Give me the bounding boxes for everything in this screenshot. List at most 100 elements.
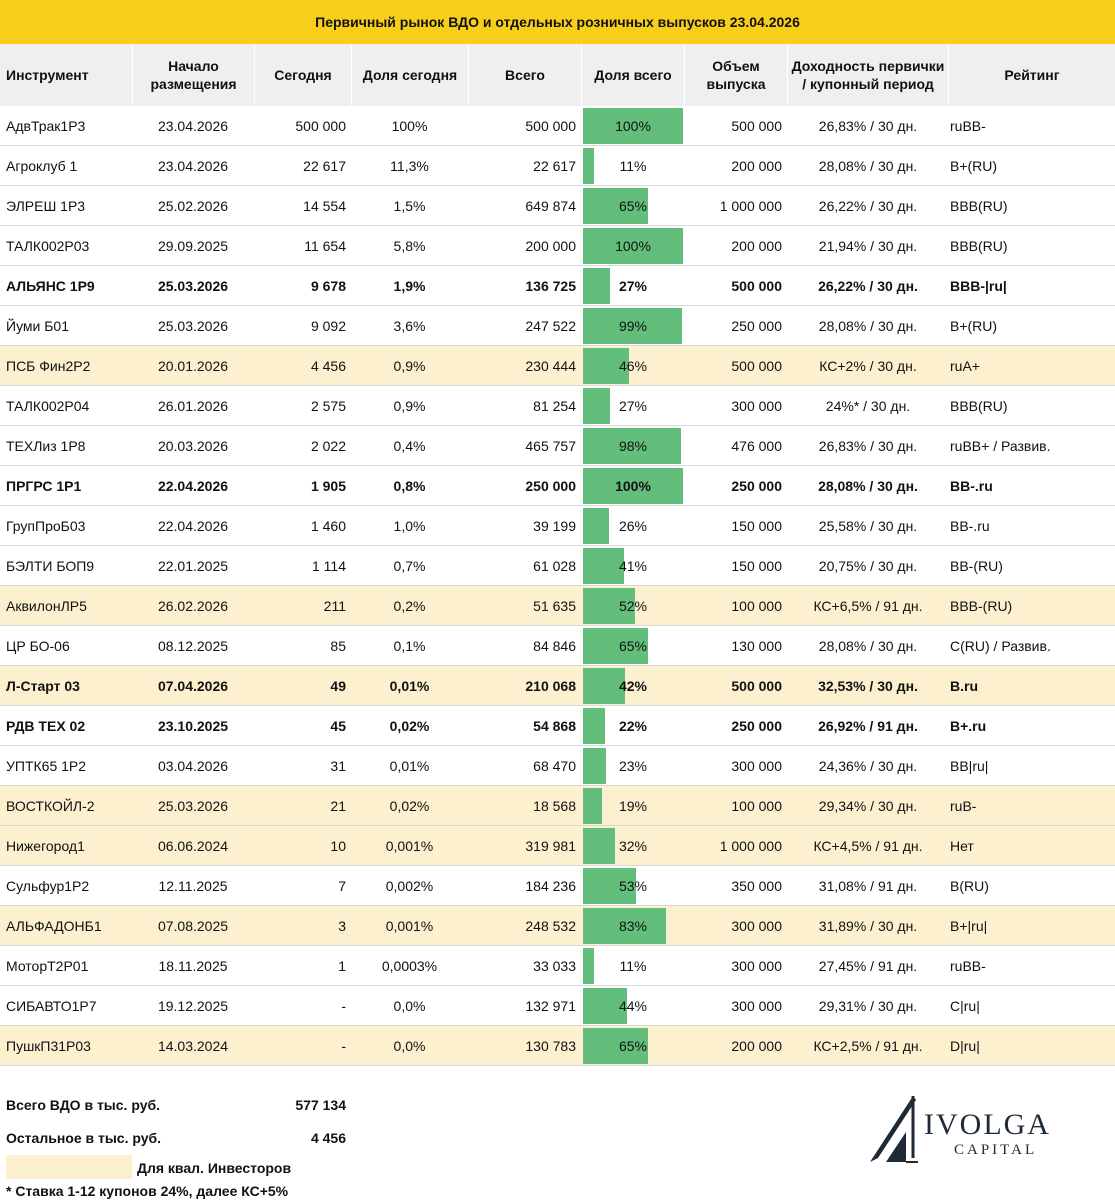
- cell-yield: 20,75% / 30 дн.: [818, 557, 918, 574]
- cell-rating: BB-.ru: [950, 517, 990, 534]
- share-total-bar: [583, 428, 681, 464]
- cell-rating: ruBB-: [950, 117, 986, 134]
- cell-share-total: 46%: [618, 357, 648, 374]
- cell-yield: 31,08% / 91 дн.: [818, 877, 918, 894]
- cell-start-date: 23.04.2026: [157, 157, 229, 174]
- cell-total: 33 033: [533, 957, 576, 974]
- header-separator: [948, 44, 949, 106]
- cell-instrument: УПТК65 1Р2: [6, 757, 87, 774]
- table-row: БЭЛТИ БОП9 22.01.2025 1 114 0,7% 61 028 41% 15…: [0, 546, 1115, 586]
- cell-yield: 28,08% / 30 дн.: [818, 317, 918, 334]
- cell-yield: КС+2,5% / 91 дн.: [813, 1037, 923, 1054]
- cell-volume: 350 000: [731, 877, 782, 894]
- cell-share-today: 100%: [391, 117, 428, 134]
- cell-instrument: БЭЛТИ БОП9: [6, 557, 95, 574]
- table-row: ТЕХЛиз 1Р8 20.03.2026 2 022 0,4% 465 757 98% 4…: [0, 426, 1115, 466]
- cell-volume: 250 000: [731, 477, 782, 494]
- cell-instrument: ТАЛК002Р03: [6, 237, 90, 254]
- cell-share-total: 65%: [618, 1037, 648, 1054]
- table-row: ПРГРС 1Р1 22.04.2026 1 905 0,8% 250 000 100% 2…: [0, 466, 1115, 506]
- cell-volume: 500 000: [731, 277, 782, 294]
- cell-total: 230 444: [525, 357, 576, 374]
- table-row: ПушкП31Р03 14.03.2024 - 0,0% 130 783 65% 200 0…: [0, 1026, 1115, 1066]
- cell-start-date: 22.04.2026: [157, 517, 229, 534]
- cell-volume: 300 000: [731, 957, 782, 974]
- cell-start-date: 07.08.2025: [157, 917, 229, 934]
- table-row: Нижегород1 06.06.2024 10 0,001% 319 981 32% 1 …: [0, 826, 1115, 866]
- share-total-bar: [583, 308, 682, 344]
- cell-share-total: 100%: [615, 477, 651, 494]
- table-row: АдвТрак1Р3 23.04.2026 500 000 100% 500 000 10…: [0, 106, 1115, 146]
- share-total-bar: [583, 588, 635, 624]
- cell-start-date: 25.03.2026: [157, 317, 229, 334]
- cell-today: 9 678: [310, 277, 346, 294]
- cell-volume: 250 000: [731, 717, 782, 734]
- cell-rating: BB-(RU): [950, 557, 1003, 574]
- cell-share-total: 100%: [615, 117, 651, 134]
- cell-rating: B+.ru: [950, 717, 987, 734]
- cell-volume: 300 000: [731, 917, 782, 934]
- cell-share-total: 99%: [618, 317, 648, 334]
- footer-other-label: Остальное в тыс. руб.: [6, 1130, 162, 1146]
- table-row: ЦР БО-06 08.12.2025 85 0,1% 84 846 65% 130 000…: [0, 626, 1115, 666]
- table-row: ПСБ Фин2Р2 20.01.2026 4 456 0,9% 230 444 46% 5…: [0, 346, 1115, 386]
- share-total-bar: [583, 348, 629, 384]
- cell-yield: 26,92% / 91 дн.: [818, 717, 918, 734]
- cell-today: 49: [330, 677, 346, 694]
- cell-instrument: Йуми Б01: [6, 317, 69, 334]
- cell-today: 45: [330, 717, 346, 734]
- cell-rating: B+(RU): [950, 317, 998, 334]
- cell-today: 500 000: [295, 117, 346, 134]
- cell-volume: 300 000: [731, 397, 782, 414]
- cell-yield: 28,08% / 30 дн.: [818, 157, 918, 174]
- cell-yield: 21,94% / 30 дн.: [818, 237, 918, 254]
- header-share-total: Доля всего: [594, 67, 672, 83]
- table-row: АквилонЛР5 26.02.2026 211 0,2% 51 635 52% 100 …: [0, 586, 1115, 626]
- cell-share-total: 100%: [615, 237, 651, 254]
- cell-share-total: 44%: [618, 997, 648, 1014]
- cell-yield: КС+6,5% / 91 дн.: [813, 597, 923, 614]
- table-row: МоторТ2Р01 18.11.2025 1 0,0003% 33 033 11% 300…: [0, 946, 1115, 986]
- table-row: СИБАВТО1Р7 19.12.2025 - 0,0% 132 971 44% 300 0…: [0, 986, 1115, 1026]
- cell-rating: BBB-(RU): [950, 597, 1013, 614]
- cell-share-today: 1,0%: [393, 517, 426, 534]
- cell-total: 500 000: [525, 117, 576, 134]
- cell-share-today: 0,9%: [393, 357, 426, 374]
- cell-today: 7: [338, 877, 346, 894]
- cell-total: 248 532: [525, 917, 576, 934]
- cell-share-total: 52%: [618, 597, 648, 614]
- cell-start-date: 06.06.2024: [157, 837, 229, 854]
- cell-start-date: 07.04.2026: [157, 677, 229, 694]
- share-total-bar: [583, 388, 610, 424]
- cell-volume: 500 000: [731, 117, 782, 134]
- cell-instrument: МоторТ2Р01: [6, 957, 89, 974]
- share-total-bar: [583, 628, 648, 664]
- cell-rating: C(RU) / Развив.: [950, 637, 1051, 654]
- cell-today: 9 092: [310, 317, 346, 334]
- cell-start-date: 26.01.2026: [157, 397, 229, 414]
- cell-rating: ruBB-: [950, 957, 986, 974]
- header-separator: [132, 44, 133, 106]
- cell-today: 85: [330, 637, 346, 654]
- table-row: АЛЬФАДОНБ1 07.08.2025 3 0,001% 248 532 83% 300…: [0, 906, 1115, 946]
- cell-share-total: 65%: [618, 637, 648, 654]
- cell-instrument: ТАЛК002Р04: [6, 397, 90, 414]
- footnote: * Ставка 1-12 купонов 24%, далее КС+5%: [6, 1183, 289, 1199]
- share-total-bar: [583, 268, 610, 304]
- share-total-bar: [583, 228, 683, 264]
- legend-label: Для квал. Инвесторов: [137, 1160, 292, 1176]
- cell-total: 136 725: [525, 277, 576, 294]
- table-row: ЭЛРЕШ 1Р3 25.02.2026 14 554 1,5% 649 874 65% 1…: [0, 186, 1115, 226]
- cell-rating: BB-.ru: [950, 477, 993, 494]
- cell-volume: 100 000: [731, 597, 782, 614]
- cell-yield: 26,83% / 30 дн.: [818, 437, 918, 454]
- cell-rating: ruBB+ / Развив.: [950, 437, 1051, 454]
- cell-volume: 1 000 000: [719, 837, 782, 854]
- cell-today: 14 554: [303, 197, 346, 214]
- cell-total: 18 568: [533, 797, 576, 814]
- cell-share-today: 0,001%: [385, 837, 434, 854]
- header-rating: Рейтинг: [1004, 67, 1060, 83]
- share-total-bar: [583, 828, 615, 864]
- table-row: АЛЬЯНС 1Р9 25.03.2026 9 678 1,9% 136 725 27% 5…: [0, 266, 1115, 306]
- cell-instrument: АдвТрак1Р3: [6, 117, 86, 134]
